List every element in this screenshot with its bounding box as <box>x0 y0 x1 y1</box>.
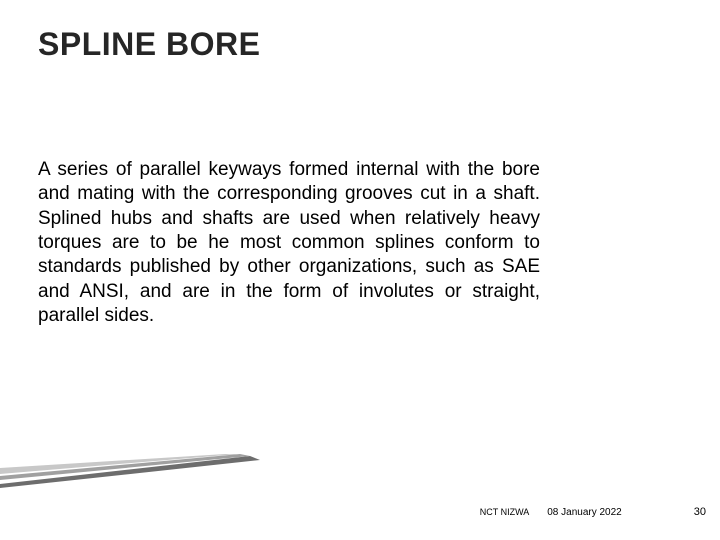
slide-body-text: A series of parallel keyways formed inte… <box>38 158 540 328</box>
footer-org: NCT NIZWA <box>480 507 530 517</box>
footer-page-number: 30 <box>694 506 706 518</box>
slide-title: SPLINE BORE <box>38 26 260 63</box>
slide-footer: NCT NIZWA 08 January 2022 30 <box>480 506 706 518</box>
slide: SPLINE BORE A series of parallel keyways… <box>0 0 720 540</box>
slide-decor <box>0 454 300 488</box>
footer-date: 08 January 2022 <box>547 507 622 518</box>
